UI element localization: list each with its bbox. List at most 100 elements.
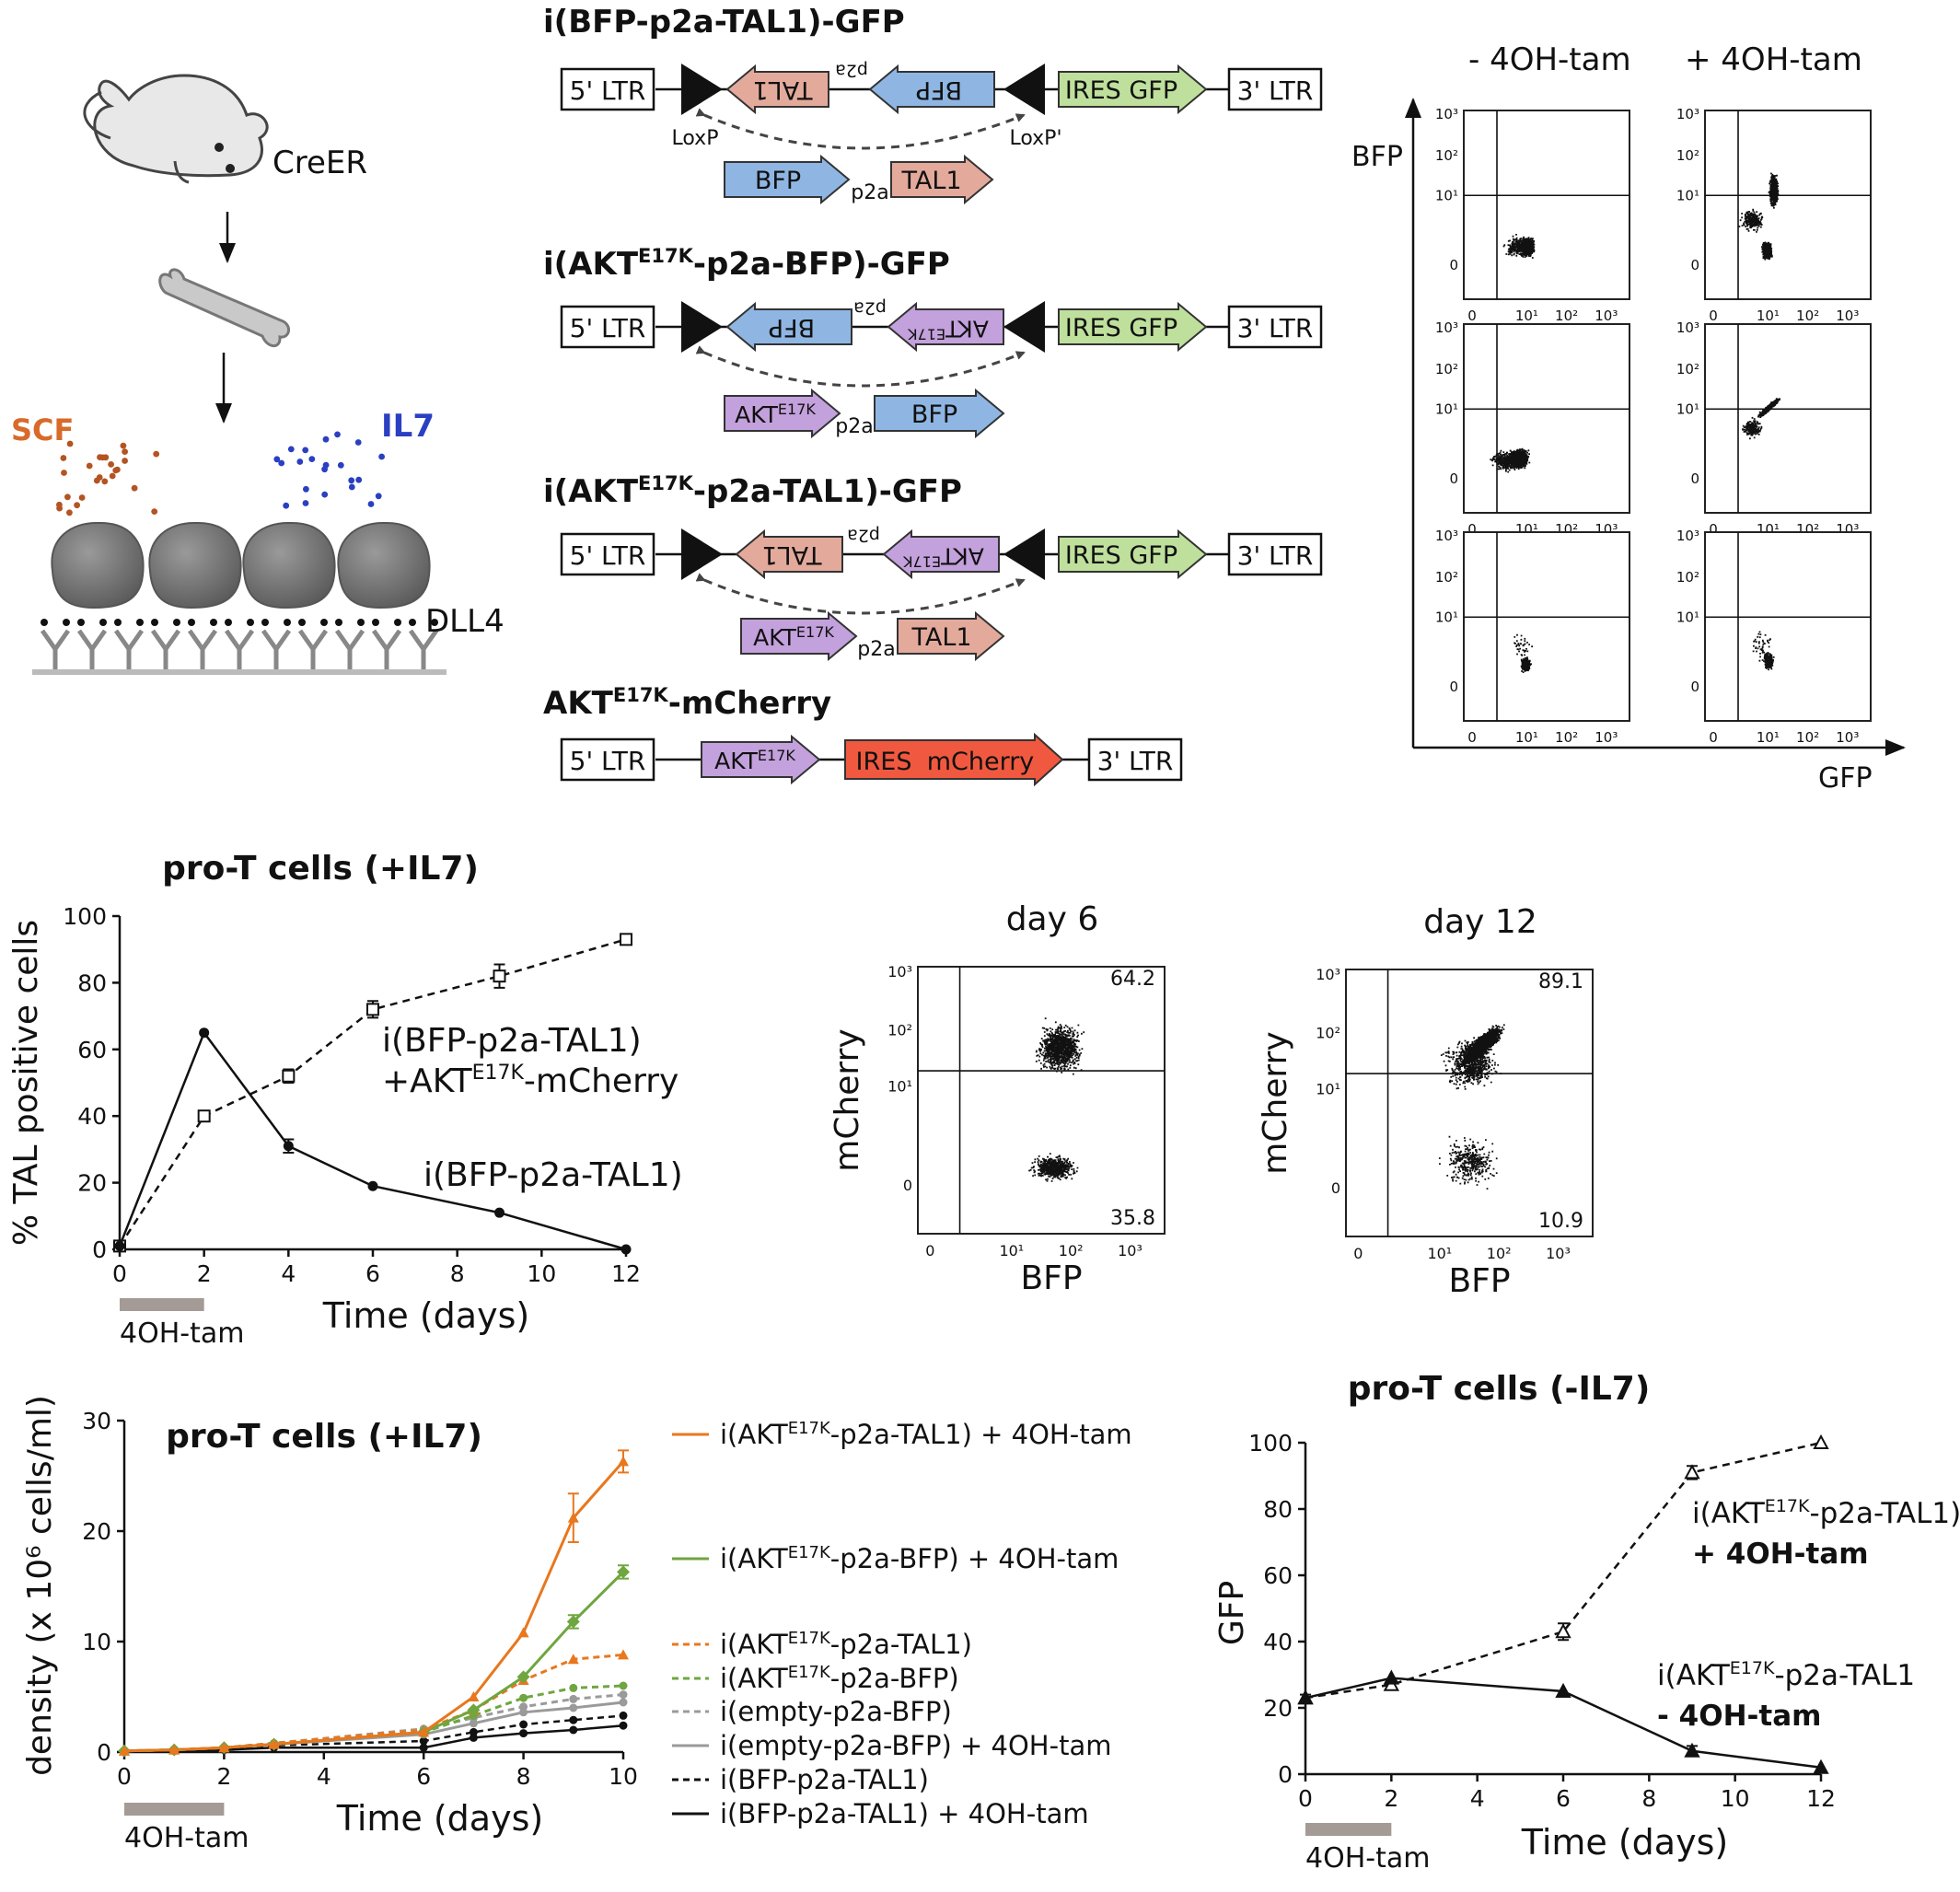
antibody-icon bbox=[224, 629, 255, 670]
ltr5-box bbox=[560, 532, 655, 576]
il7-dot bbox=[375, 493, 382, 500]
akt-arrow-inverted bbox=[887, 301, 1004, 353]
y-tick-label: 10² bbox=[887, 1022, 912, 1039]
y-tick-label: 60 bbox=[77, 1037, 107, 1063]
dll4-label: DLL4 bbox=[425, 603, 504, 640]
x-tick-label: 0 bbox=[1467, 729, 1477, 746]
data-point bbox=[1555, 1682, 1571, 1698]
antibody-icon bbox=[408, 629, 439, 670]
d6-title: day 6 bbox=[1006, 900, 1099, 938]
ligand-dot bbox=[173, 619, 180, 626]
data-point bbox=[519, 1729, 528, 1738]
il7-dot bbox=[296, 458, 304, 465]
data-point bbox=[567, 1654, 579, 1665]
antibody-icon bbox=[40, 629, 71, 670]
x-tick-label: 4 bbox=[1470, 1785, 1485, 1812]
ires-gfp-arrow bbox=[1058, 64, 1208, 115]
ligand-dot bbox=[261, 619, 269, 626]
construct3-title: i(AKTE17K-p2a-TAL1)-GFP bbox=[543, 472, 962, 510]
event-dots bbox=[1490, 447, 1531, 473]
il7-dot bbox=[367, 501, 375, 507]
d6-q-bot: 35.8 bbox=[1110, 1207, 1155, 1230]
scf-dot bbox=[86, 462, 93, 470]
scf-dot bbox=[153, 450, 160, 458]
ires-mcherry-arrow bbox=[844, 732, 1064, 787]
error-bar bbox=[567, 1614, 579, 1630]
il7-dot bbox=[308, 456, 316, 462]
x-tick-label: 0 bbox=[1709, 729, 1718, 746]
y-tick-label: 10¹ bbox=[1676, 400, 1699, 417]
p2a-label: p2a bbox=[857, 638, 895, 661]
scf-dot bbox=[60, 455, 67, 461]
y-tick-label: 10² bbox=[1435, 361, 1458, 377]
il7-dot bbox=[322, 435, 330, 443]
tal1-label: TAL1 bbox=[900, 167, 961, 195]
ltr3-box bbox=[1227, 532, 1323, 576]
data-point bbox=[467, 1703, 481, 1717]
x-tick-label: 10² bbox=[1555, 729, 1578, 746]
y-tick-label: 10² bbox=[1435, 147, 1458, 164]
plot-frame bbox=[1463, 110, 1630, 300]
legend-label-4: i(empty-p2a-BFP) bbox=[720, 1696, 952, 1727]
bfp-label-inverted: BFP bbox=[916, 75, 962, 104]
x-tick-label: 0 bbox=[112, 1260, 127, 1287]
ligand-dot bbox=[188, 619, 195, 626]
y-tick-label: 0 bbox=[97, 1739, 111, 1766]
d12-ylabel: mCherry bbox=[1257, 1031, 1294, 1174]
data-point bbox=[620, 933, 632, 946]
scf-dot bbox=[99, 454, 106, 461]
annotation-2: i(AKTE17K-p2a-TAL1 bbox=[1657, 1658, 1915, 1692]
ligand-dot bbox=[298, 619, 306, 626]
il7-dot bbox=[287, 446, 295, 453]
akt-arrow bbox=[740, 610, 858, 662]
legend-label-6: i(BFP-p2a-TAL1) bbox=[720, 1764, 929, 1795]
ligand-dot bbox=[284, 619, 291, 626]
y-tick-label: 0 bbox=[1690, 679, 1699, 695]
x-axis-label: Time (days) bbox=[1521, 1822, 1728, 1863]
p2a-label-inverted: p2a bbox=[853, 298, 887, 319]
x-tick-label: 2 bbox=[197, 1260, 212, 1287]
y-tick-label: 10² bbox=[1676, 569, 1699, 586]
y-tick-label: 10¹ bbox=[887, 1078, 912, 1096]
ltr5-box-label: 5' LTR bbox=[570, 540, 646, 571]
d6-q-top: 64.2 bbox=[1110, 968, 1155, 991]
data-point bbox=[419, 1736, 428, 1746]
tam-bar-label: 4OH-tam bbox=[120, 1317, 244, 1350]
x-axis-label: Time (days) bbox=[322, 1295, 529, 1336]
x-tick-label: 2 bbox=[216, 1763, 231, 1790]
tal1-arrow-inverted bbox=[725, 64, 829, 115]
grid-xlabel: GFP bbox=[1818, 762, 1873, 795]
ltr3-box bbox=[1227, 305, 1323, 349]
d6-ylabel: mCherry bbox=[829, 1028, 866, 1171]
ligand-dot bbox=[357, 619, 365, 626]
scf-dot bbox=[61, 470, 67, 476]
chart-gfp: 0 20 40 60 80 100 0 2 4 6 8 10 12 pro-T cells (-IL7) T… bbox=[1213, 1370, 1960, 1875]
y-tick-label: 40 bbox=[77, 1103, 107, 1130]
loxp-triangle-icon bbox=[1003, 528, 1045, 580]
bfp-label: BFP bbox=[755, 167, 801, 195]
ltr3-box-label: 3' LTR bbox=[1237, 313, 1314, 343]
tal1-label-inverted: TAL1 bbox=[761, 540, 822, 569]
event-dots bbox=[1513, 633, 1533, 673]
data-point bbox=[619, 1681, 628, 1690]
data-point bbox=[569, 1703, 578, 1712]
il7-dot bbox=[348, 477, 355, 484]
tam-bar-label: 4OH-tam bbox=[124, 1822, 249, 1854]
data-point bbox=[367, 1180, 378, 1191]
loxp-label: LoxP bbox=[672, 127, 719, 150]
data-point bbox=[517, 1627, 529, 1638]
ltr3-box-label: 3' LTR bbox=[1097, 746, 1174, 776]
data-point bbox=[618, 1649, 629, 1660]
data-point bbox=[519, 1720, 528, 1729]
data-point bbox=[119, 1745, 130, 1756]
y-tick-label: 20 bbox=[82, 1518, 111, 1545]
ligand-dot bbox=[431, 619, 438, 626]
ires-gfp-label: IRES GFP bbox=[1065, 541, 1177, 570]
ires-gfp-arrow bbox=[1058, 301, 1208, 353]
recombination-arc bbox=[695, 573, 1026, 615]
x-tick-label: 10² bbox=[1796, 729, 1819, 746]
event-dots bbox=[1738, 172, 1780, 261]
d12-q-top: 89.1 bbox=[1538, 970, 1583, 993]
series-line-1 bbox=[118, 1030, 627, 1251]
